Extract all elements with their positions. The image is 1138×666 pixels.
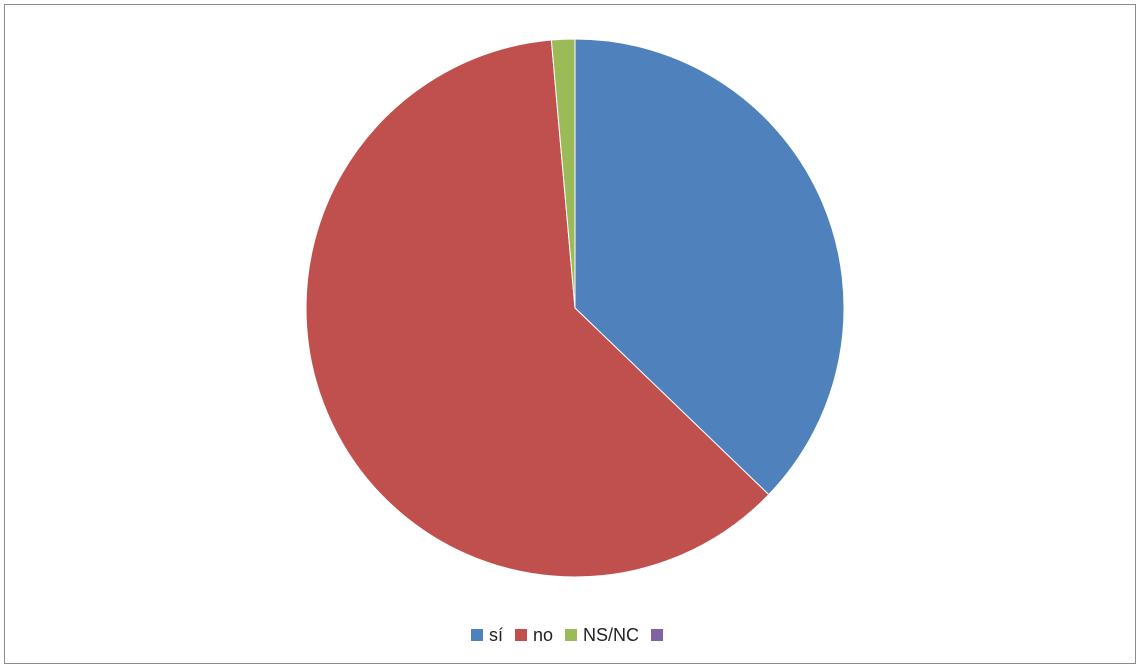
legend-item: NS/NC — [565, 623, 639, 647]
legend-label: NS/NC — [583, 624, 640, 645]
legend: sí no NS/NC — [5, 623, 1135, 647]
pie-slice-s- — [574, 38, 845, 496]
legend-item — [651, 623, 669, 647]
legend-label: sí — [488, 624, 503, 645]
legend-item: sí — [470, 623, 503, 647]
legend-swatch — [565, 629, 578, 641]
legend-swatch — [514, 629, 527, 641]
legend-swatch — [651, 629, 664, 641]
pie-slice-ns-nc — [550, 38, 576, 309]
legend-item: no — [514, 623, 554, 647]
chart-area: sí no NS/NC — [4, 4, 1136, 664]
legend-swatch — [470, 629, 483, 641]
pie-slice-no — [305, 39, 770, 578]
legend-label: no — [532, 624, 554, 645]
pie-chart — [305, 38, 845, 578]
